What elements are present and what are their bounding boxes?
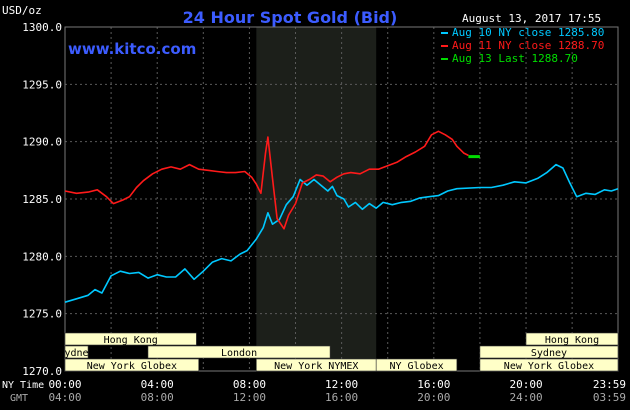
y-tick-label: 1285.0 [22, 193, 62, 206]
ny-time-tick: 04:00 [141, 378, 174, 391]
price-series-line [64, 163, 619, 303]
market-session-box [525, 332, 619, 346]
legend-label: Aug 11 NY close 1288.70 [452, 39, 604, 52]
market-session-label: Hong Kong [545, 335, 599, 346]
legend-label: Aug 10 NY close 1285.80 [452, 26, 604, 39]
gmt-tick: 08:00 [141, 391, 174, 404]
legend-swatch [441, 45, 448, 47]
ny-time-label: NY Time [2, 380, 44, 391]
y-tick-label: 1270.0 [22, 365, 62, 378]
ny-time-tick: 00:00 [48, 378, 81, 391]
gmt-tick: 24:00 [509, 391, 542, 404]
market-session-box [64, 358, 199, 372]
gmt-tick: 03:59 [593, 391, 626, 404]
ny-time-tick: 20:00 [509, 378, 542, 391]
market-session-box [479, 358, 619, 372]
watermark-url: www.kitco.com [68, 40, 196, 58]
market-session-label: New York Globex [87, 361, 177, 372]
y-tick-label: 1300.0 [22, 21, 62, 34]
market-session-box [479, 345, 619, 359]
ny-time-tick: 23:59 [593, 378, 626, 391]
market-session-box [64, 345, 89, 359]
gmt-tick: 04:00 [48, 391, 81, 404]
market-session-box [375, 358, 458, 372]
chart-timestamp: August 13, 2017 17:55 [462, 12, 601, 25]
market-session-box [64, 332, 197, 346]
unit-label: USD/oz [2, 4, 42, 17]
legend-swatch [441, 58, 448, 60]
ny-time-tick: 12:00 [325, 378, 358, 391]
market-session-label: New York NYMEX [274, 361, 358, 372]
ny-time-tick: 08:00 [233, 378, 266, 391]
market-session-label: Hong Kong [104, 335, 158, 346]
market-session-label: NY Globex [389, 361, 443, 372]
market-session-label: Sydney [531, 348, 567, 359]
market-session-box [147, 345, 331, 359]
y-tick-label: 1275.0 [22, 308, 62, 321]
gmt-tick: 16:00 [325, 391, 358, 404]
gmt-tick: 20:00 [417, 391, 450, 404]
plot-area: 1270.0 1275.0 1280.0 1285.0 1290.0 1295.0 1300… [22, 21, 626, 404]
market-session-label: Sydney [58, 348, 94, 359]
y-tick-label: 1290.0 [22, 136, 62, 149]
chart-title: 24 Hour Spot Gold (Bid) [183, 8, 398, 27]
y-tick-label: 1295.0 [22, 78, 62, 91]
legend-swatch [441, 32, 448, 34]
price-series-line [64, 130, 469, 230]
y-tick-label: 1280.0 [22, 250, 62, 263]
legend-label: Aug 13 Last 1288.70 [452, 52, 578, 65]
ny-time-tick: 16:00 [417, 378, 450, 391]
market-session-label: London [221, 348, 257, 359]
gmt-tick: 12:00 [233, 391, 266, 404]
gmt-label: GMT [10, 393, 28, 404]
market-session-label: New York Globex [504, 361, 594, 372]
